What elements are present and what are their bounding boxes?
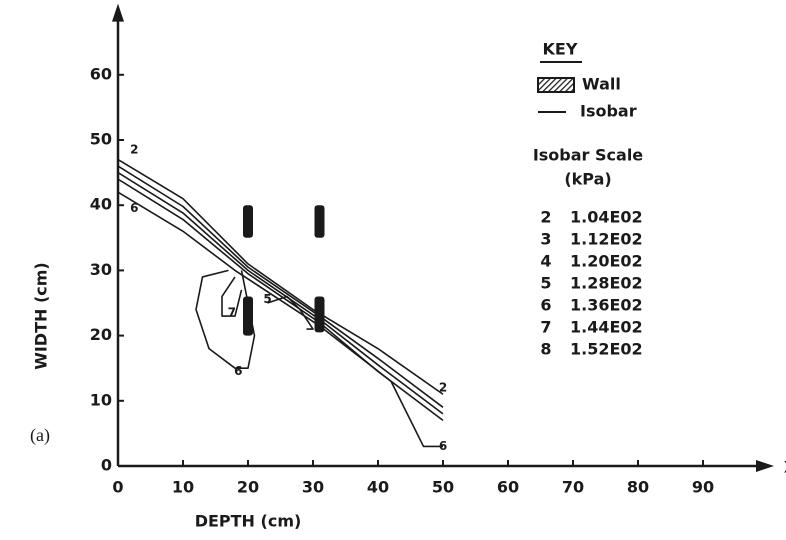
key-pressure: 1.28E02 (570, 274, 643, 293)
y-tick-label: 20 (90, 325, 112, 344)
y-tick-label: 40 (90, 195, 112, 214)
key-level: 2 (540, 208, 551, 227)
isobar (117, 165, 444, 408)
y-tick-label: 30 (90, 260, 112, 279)
isobar-label: 6 (439, 439, 447, 453)
isobar-label: 6 (234, 364, 242, 378)
key-title: KEY (543, 40, 578, 59)
x-tick-label: 70 (562, 478, 584, 497)
key-pressure: 1.04E02 (570, 208, 643, 227)
isobar-label: 2 (439, 380, 447, 394)
isobar-label: 2 (130, 142, 138, 156)
key-isobar: Isobar (580, 102, 637, 121)
y-axis-label: WIDTH (cm) (32, 262, 51, 370)
annotation: (a) (30, 425, 50, 446)
wall (243, 296, 253, 336)
x-tick-label: 20 (237, 478, 259, 497)
y-arrow (112, 3, 124, 22)
y-tick-label: 0 (101, 456, 112, 475)
x-tick-label: 90 (692, 478, 714, 497)
x-tick-label: 50 (432, 478, 454, 497)
key-wall-swatch (537, 77, 575, 93)
isobar-label: 7 (228, 305, 236, 319)
key-pressure: 1.12E02 (570, 230, 643, 249)
y-tick-label: 60 (90, 64, 112, 83)
isobar (117, 191, 443, 448)
x-tick-label: 40 (367, 478, 389, 497)
x-tick-label: 0 (112, 478, 123, 497)
x-tick-label: 80 (627, 478, 649, 497)
isobar (221, 276, 243, 317)
wall (314, 205, 325, 238)
key-scale-unit: (kPa) (564, 170, 611, 189)
y-tick-label: 10 (90, 390, 112, 409)
key-pressure: 1.20E02 (570, 252, 643, 271)
isobar (117, 158, 444, 395)
x-axis-name: X (784, 458, 786, 477)
key-level: 8 (540, 340, 551, 359)
key-level: 3 (540, 230, 551, 249)
key-level: 4 (540, 252, 551, 271)
x-arrow (756, 460, 774, 472)
wall (243, 205, 253, 238)
isobar (117, 171, 444, 415)
y-tick-label: 50 (90, 130, 112, 149)
key-level: 5 (540, 274, 551, 293)
key-pressure: 1.44E02 (570, 318, 643, 337)
key-level: 6 (540, 296, 551, 315)
key-pressure: 1.36E02 (570, 296, 643, 315)
x-axis-label: DEPTH (cm) (195, 512, 302, 531)
wall (314, 296, 325, 333)
x-tick-label: 30 (302, 478, 324, 497)
isobar (267, 295, 314, 330)
x-tick-label: 10 (172, 478, 194, 497)
x-tick-label: 60 (497, 478, 519, 497)
key-scale-title: Isobar Scale (533, 146, 643, 165)
isobar-label: 6 (130, 201, 138, 215)
isobar-label: 5 (263, 292, 271, 306)
key-level: 7 (540, 318, 551, 337)
key-pressure: 1.52E02 (570, 340, 643, 359)
key-wall: Wall (582, 75, 621, 94)
